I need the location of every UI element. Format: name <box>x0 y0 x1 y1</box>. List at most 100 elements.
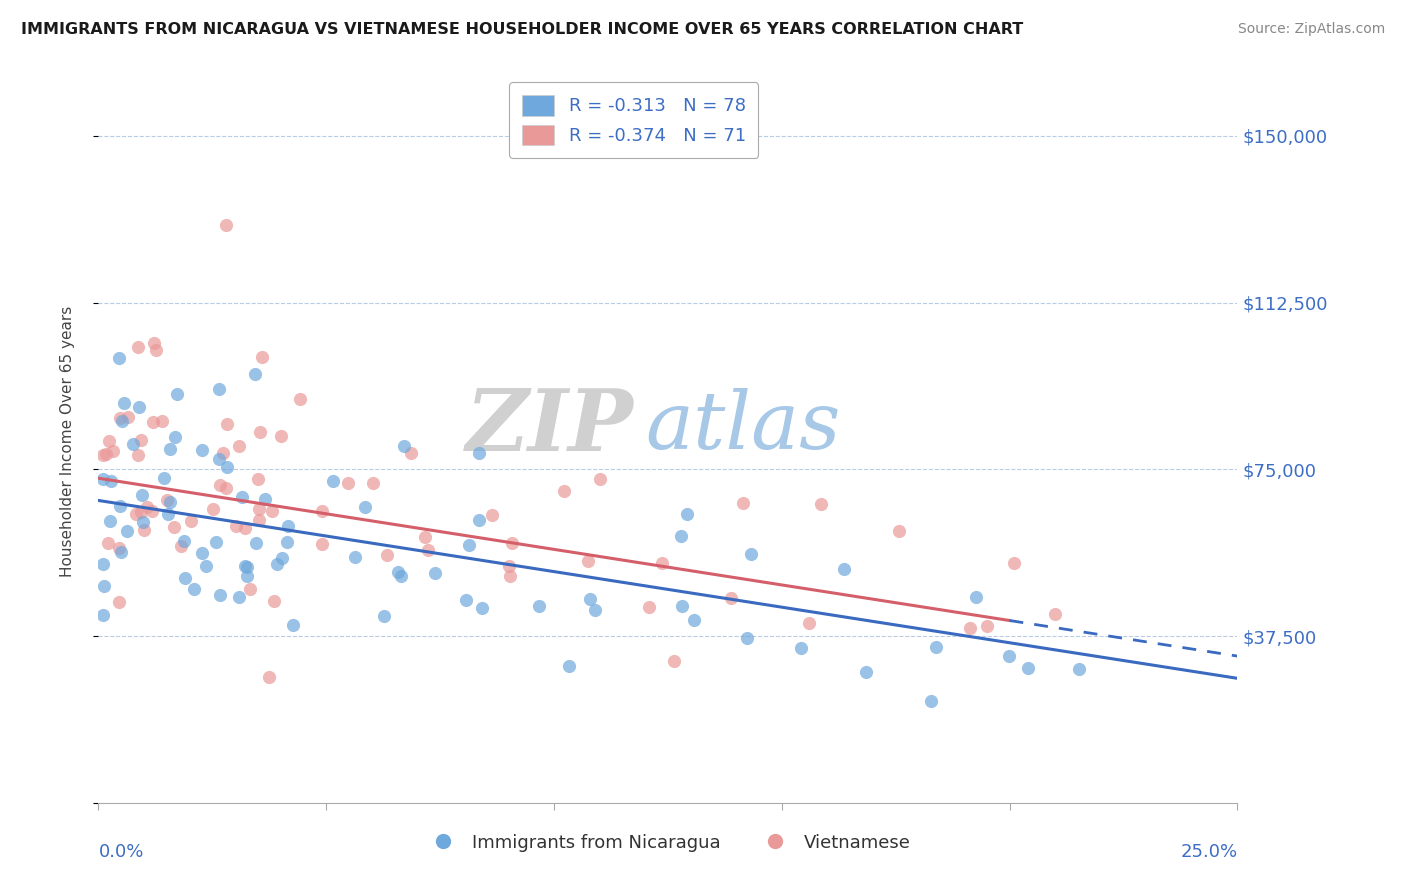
Point <box>1002 556 1025 570</box>
Point <box>153 471 176 485</box>
Point <box>401 446 423 460</box>
Point <box>233 520 256 534</box>
Point <box>91 472 114 486</box>
Y-axis label: Householder Income Over 65 years: Householder Income Over 65 years <box>60 306 75 577</box>
Point <box>194 559 217 574</box>
Point <box>124 507 146 521</box>
Point <box>733 496 755 510</box>
Point <box>529 599 551 614</box>
Text: IMMIGRANTS FROM NICARAGUA VS VIETNAMESE HOUSEHOLDER INCOME OVER 65 YEARS CORRELA: IMMIGRANTS FROM NICARAGUA VS VIETNAMESE … <box>21 22 1024 37</box>
Point <box>170 540 193 554</box>
Point <box>110 545 132 559</box>
Point <box>976 618 998 632</box>
Point <box>263 594 285 608</box>
Point <box>389 568 412 582</box>
Point <box>247 513 270 527</box>
Point <box>100 475 122 489</box>
Point <box>114 396 136 410</box>
Point <box>1043 607 1066 622</box>
Point <box>228 590 250 604</box>
Text: 25.0%: 25.0% <box>1180 843 1237 861</box>
Point <box>180 514 202 528</box>
Point <box>249 425 271 439</box>
Point <box>250 350 273 364</box>
Point <box>810 497 832 511</box>
Point <box>98 434 121 449</box>
Point <box>387 565 409 579</box>
Point <box>228 439 250 453</box>
Point <box>166 387 188 401</box>
Point <box>108 541 131 555</box>
Point <box>173 571 195 585</box>
Point <box>132 523 155 537</box>
Point <box>887 524 910 539</box>
Point <box>498 558 520 573</box>
Point <box>579 591 602 606</box>
Point <box>91 608 114 623</box>
Point <box>262 504 284 518</box>
Point <box>266 557 288 571</box>
Point <box>108 351 131 365</box>
Point <box>925 640 948 655</box>
Point <box>589 473 612 487</box>
Point <box>392 439 415 453</box>
Point <box>834 562 856 576</box>
Point <box>959 622 981 636</box>
Point <box>97 536 120 550</box>
Text: ZIP: ZIP <box>465 385 634 469</box>
Point <box>93 579 115 593</box>
Point <box>128 401 150 415</box>
Point <box>96 447 118 461</box>
Point <box>208 451 231 466</box>
Point <box>173 534 195 549</box>
Point <box>735 631 758 645</box>
Point <box>157 508 180 522</box>
Point <box>127 448 149 462</box>
Point <box>142 336 165 351</box>
Point <box>129 505 152 519</box>
Text: atlas: atlas <box>645 388 841 466</box>
Point <box>576 553 599 567</box>
Point <box>165 430 187 444</box>
Point <box>288 392 311 406</box>
Point <box>682 613 704 627</box>
Point <box>233 558 256 573</box>
Point <box>217 459 239 474</box>
Point <box>202 501 225 516</box>
Point <box>245 536 267 550</box>
Point <box>501 536 523 550</box>
Point <box>789 641 811 656</box>
Point <box>998 648 1021 663</box>
Point <box>91 448 114 462</box>
Point <box>131 488 153 502</box>
Point <box>225 519 247 533</box>
Point <box>231 490 253 504</box>
Point <box>271 551 294 566</box>
Point <box>247 501 270 516</box>
Point <box>236 560 259 574</box>
Text: 0.0%: 0.0% <box>98 843 143 861</box>
Point <box>245 367 267 381</box>
Point <box>457 538 479 552</box>
Point <box>671 599 693 613</box>
Point <box>215 218 238 232</box>
Point <box>322 475 344 489</box>
Point <box>720 591 742 606</box>
Legend: Immigrants from Nicaragua, Vietnamese: Immigrants from Nicaragua, Vietnamese <box>418 826 918 859</box>
Point <box>311 503 333 517</box>
Point <box>671 529 693 543</box>
Point <box>270 429 292 443</box>
Point <box>108 500 131 514</box>
Point <box>110 414 132 428</box>
Point <box>354 500 377 515</box>
Point <box>553 484 575 499</box>
Text: Source: ZipAtlas.com: Source: ZipAtlas.com <box>1237 22 1385 37</box>
Point <box>344 549 367 564</box>
Point <box>637 599 659 614</box>
Point <box>481 508 503 522</box>
Point <box>423 566 446 581</box>
Point <box>361 476 384 491</box>
Point <box>1067 662 1090 676</box>
Point <box>236 569 259 583</box>
Point <box>145 343 167 358</box>
